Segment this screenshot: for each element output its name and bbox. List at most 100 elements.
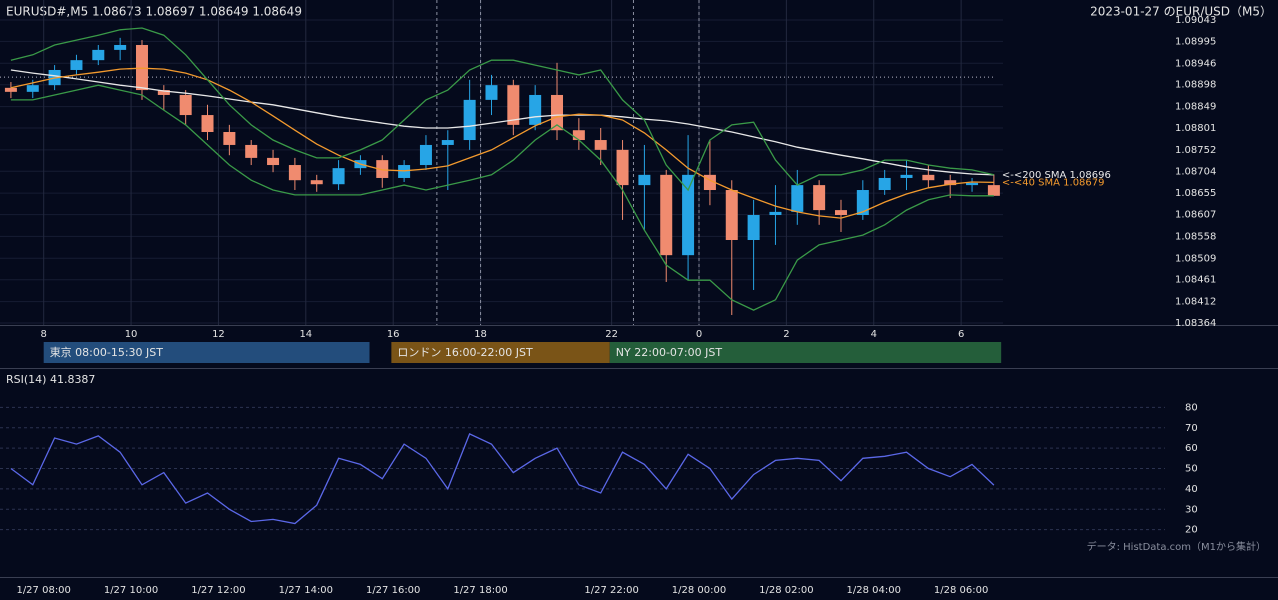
x-tick-label: 16: [387, 329, 400, 340]
x-tick-label: 1/27 10:00: [104, 585, 158, 596]
candle-body: [769, 211, 782, 216]
x-tick-label: 1/28 00:00: [672, 585, 726, 596]
x-tick-label: 1/28 02:00: [759, 585, 813, 596]
x-tick-label: 1/27 12:00: [191, 585, 245, 596]
candle-body: [660, 174, 673, 256]
x-tick-label: 12: [212, 329, 225, 340]
indicator-line: [10, 433, 995, 525]
candle-body: [157, 90, 170, 95]
session-label: ロンドン 16:00-22:00 JST: [397, 346, 533, 359]
indicator-line: [10, 67, 994, 219]
x-tick-label: 1/27 18:00: [453, 585, 507, 596]
y-tick-label: 1.08849: [1175, 102, 1216, 113]
candle-body: [638, 174, 651, 186]
y-tick-label: 70: [1185, 423, 1198, 434]
x-tick-label: 1/28 06:00: [934, 585, 988, 596]
x-tick-label: 1/28 04:00: [847, 585, 901, 596]
y-tick-label: 1.08704: [1175, 166, 1216, 177]
session-bar: [609, 342, 1002, 363]
candle-body: [288, 165, 301, 181]
y-tick-label: 1.08898: [1175, 80, 1216, 91]
y-tick-label: 1.08364: [1175, 318, 1216, 329]
session-bar: [391, 342, 610, 363]
y-tick-label: 30: [1185, 504, 1198, 515]
chart-subtitle: 2023-01-27 のEUR/USD（M5）: [1090, 5, 1272, 19]
y-tick-label: 1.08558: [1175, 231, 1216, 242]
candle-body: [834, 210, 847, 216]
y-tick-label: 1.08509: [1175, 253, 1216, 264]
candle-body: [900, 174, 913, 178]
candle-body: [245, 144, 258, 158]
session-label: 東京 08:00-15:30 JST: [50, 345, 164, 359]
y-tick-label: 1.08607: [1175, 210, 1216, 221]
x-tick-label: 22: [605, 329, 618, 340]
y-tick-label: 1.08461: [1175, 275, 1216, 286]
x-tick-label: 18: [474, 329, 487, 340]
series-label: <-<200 SMA 1.08696: [1002, 170, 1111, 181]
candle-body: [725, 190, 738, 240]
candle-body: [114, 44, 127, 50]
series-label: <-<40 SMA 1.08679: [1002, 177, 1105, 188]
candle-body: [26, 85, 39, 92]
candle-body: [4, 87, 17, 92]
candle-body: [747, 215, 760, 240]
candle-body: [682, 174, 695, 256]
candle-body: [376, 160, 389, 178]
candle-body: [310, 180, 323, 185]
candle-body: [529, 94, 542, 125]
candle-body: [813, 185, 826, 211]
x-tick-label: 1/27 08:00: [16, 585, 70, 596]
y-tick-label: 50: [1185, 464, 1198, 475]
candle-body: [419, 144, 432, 166]
candle-body: [332, 168, 345, 185]
candle-body: [966, 182, 979, 186]
indicator-line: [10, 84, 994, 311]
y-tick-label: 1.08801: [1175, 123, 1216, 134]
candle-body: [594, 140, 607, 150]
candle-body: [223, 132, 236, 145]
x-tick-label: 4: [871, 329, 877, 340]
candle-body: [485, 85, 498, 100]
session-bar: [43, 342, 370, 363]
rsi-title: RSI(14) 41.8387: [6, 373, 95, 386]
candle-body: [791, 185, 804, 212]
candle-body: [92, 49, 105, 61]
candle-body: [507, 85, 520, 125]
y-tick-label: 1.09043: [1175, 15, 1216, 26]
x-tick-label: 2: [783, 329, 789, 340]
y-tick-label: 60: [1185, 443, 1198, 454]
y-tick-label: 1.08946: [1175, 58, 1216, 69]
y-tick-label: 80: [1185, 402, 1198, 413]
y-tick-label: 1.08655: [1175, 188, 1216, 199]
y-tick-label: 1.08412: [1175, 297, 1216, 308]
y-tick-label: 20: [1185, 525, 1198, 536]
candle-body: [398, 165, 411, 178]
candle-body: [70, 60, 83, 70]
candle-body: [201, 115, 214, 133]
x-tick-label: 6: [958, 329, 964, 340]
y-tick-label: 40: [1185, 484, 1198, 495]
indicator-line: [10, 27, 995, 192]
y-tick-label: 1.08995: [1175, 36, 1216, 47]
candle-body: [572, 130, 585, 141]
candle-body: [135, 44, 148, 91]
candle-body: [441, 140, 454, 145]
chart-title: EURUSD#,M5 1.08673 1.08697 1.08649 1.086…: [6, 5, 302, 19]
x-tick-label: 8: [41, 329, 47, 340]
y-tick-label: 1.08752: [1175, 145, 1216, 156]
annotation: データ: HistData.com（M1から集計）: [1087, 540, 1266, 553]
candle-body: [179, 94, 192, 116]
candle-body: [944, 180, 957, 186]
x-tick-label: 10: [125, 329, 138, 340]
x-tick-label: 1/27 22:00: [584, 585, 638, 596]
candle-body: [856, 190, 869, 216]
candle-body: [987, 185, 1000, 196]
session-label: NY 22:00-07:00 JST: [616, 346, 723, 359]
candle-body: [922, 174, 935, 181]
candle-body: [551, 94, 564, 131]
candle-body: [616, 149, 629, 186]
x-tick-label: 0: [696, 329, 702, 340]
